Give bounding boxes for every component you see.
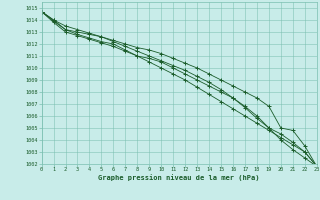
X-axis label: Graphe pression niveau de la mer (hPa): Graphe pression niveau de la mer (hPa)	[99, 174, 260, 181]
